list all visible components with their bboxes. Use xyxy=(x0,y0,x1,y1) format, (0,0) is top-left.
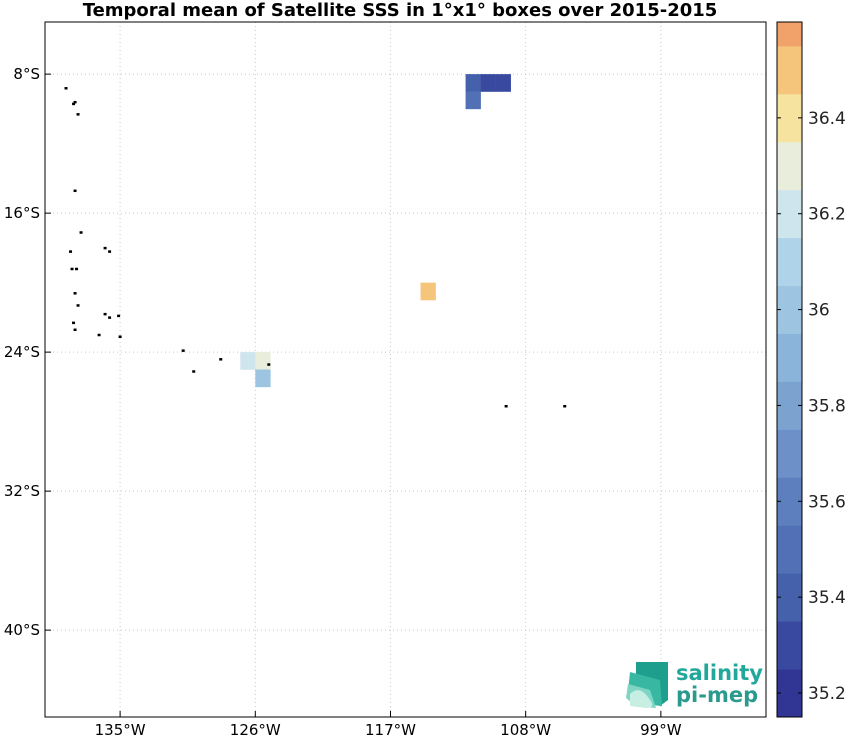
island xyxy=(219,358,223,361)
island xyxy=(79,231,83,234)
x-tick-label: 108°W xyxy=(500,721,551,739)
y-tick-label: 32°S xyxy=(4,482,40,500)
sss-cells xyxy=(240,74,511,388)
colorbar-segment xyxy=(777,477,802,526)
x-tick-label: 126°W xyxy=(230,721,281,739)
colorbar-ticks: 35.2 35.4 35.6 35.8 36 36.2 36.4 xyxy=(777,109,846,704)
x-tick-label: 135°W xyxy=(95,721,146,739)
map-frame xyxy=(44,21,767,718)
colorbar-segment xyxy=(777,573,802,622)
map-title: Temporal mean of Satellite SSS in 1°x1° … xyxy=(82,0,718,21)
x-tick-label: 117°W xyxy=(365,721,416,739)
island xyxy=(97,333,101,337)
colorbar-segment xyxy=(777,189,802,239)
axis-ticks: 135°W 126°W 117°W 108°W 99°W 8°S 16°S 24°S 32°S 4… xyxy=(4,65,682,739)
salinity-pi-mep-logo: salinity pi-mep xyxy=(626,661,763,708)
y-tick-label: 40°S xyxy=(4,621,40,639)
sss-cell xyxy=(255,369,271,388)
colorbar-tick-label: 35.4 xyxy=(808,588,846,608)
island xyxy=(192,370,196,373)
island xyxy=(108,250,112,253)
island xyxy=(504,404,508,408)
island xyxy=(118,335,122,338)
colorbar-tick-label: 36.4 xyxy=(808,109,846,129)
gridlines xyxy=(45,22,766,717)
island xyxy=(103,312,107,316)
colorbar-segment xyxy=(777,22,802,47)
colorbar-tick-label: 35.8 xyxy=(808,396,846,416)
colorbar xyxy=(777,22,802,718)
x-tick-label: 99°W xyxy=(640,721,682,739)
colorbar-segment xyxy=(777,525,802,574)
colorbar-segment xyxy=(777,429,802,478)
sss-cell xyxy=(420,282,436,301)
colorbar-segment xyxy=(777,237,802,287)
sss-cell xyxy=(465,74,481,92)
island xyxy=(76,304,80,307)
island xyxy=(72,102,76,106)
colorbar-segment xyxy=(777,621,802,670)
logo-line1: salinity xyxy=(676,661,763,685)
colorbar-tick-label: 36 xyxy=(808,301,830,321)
island xyxy=(73,328,77,332)
island xyxy=(108,316,112,319)
island xyxy=(64,87,68,90)
y-tick-label: 24°S xyxy=(4,343,40,361)
island xyxy=(267,363,271,366)
colorbar-segment xyxy=(777,141,802,191)
island xyxy=(76,113,80,116)
colorbar-frame xyxy=(776,21,803,718)
colorbar-segment xyxy=(777,381,802,430)
sss-cell xyxy=(495,74,511,92)
island xyxy=(73,100,77,104)
islands xyxy=(64,87,567,408)
sss-cell xyxy=(465,91,481,110)
island xyxy=(72,321,76,325)
island xyxy=(75,267,79,271)
logo-graphic-icon xyxy=(626,662,668,708)
colorbar-segment xyxy=(777,669,802,718)
colorbar-segment xyxy=(777,45,802,95)
island xyxy=(103,246,107,250)
island xyxy=(73,189,77,193)
island xyxy=(563,404,567,408)
island xyxy=(69,250,73,253)
island xyxy=(73,292,77,295)
colorbar-tick-label: 36.2 xyxy=(808,205,846,225)
y-tick-label: 16°S xyxy=(4,204,40,222)
sss-cell xyxy=(240,352,256,370)
colorbar-tick-label: 35.6 xyxy=(808,492,846,512)
colorbar-tick-label: 35.2 xyxy=(808,684,846,704)
sss-cell xyxy=(255,352,271,370)
logo-line2: pi-mep xyxy=(676,683,758,707)
colorbar-segment xyxy=(777,285,802,334)
island xyxy=(181,349,185,352)
colorbar-segment xyxy=(777,333,802,382)
sss-cell xyxy=(480,74,496,92)
island xyxy=(70,267,74,271)
colorbar-segment xyxy=(777,93,802,143)
island xyxy=(117,314,121,318)
y-tick-label: 8°S xyxy=(13,65,40,83)
